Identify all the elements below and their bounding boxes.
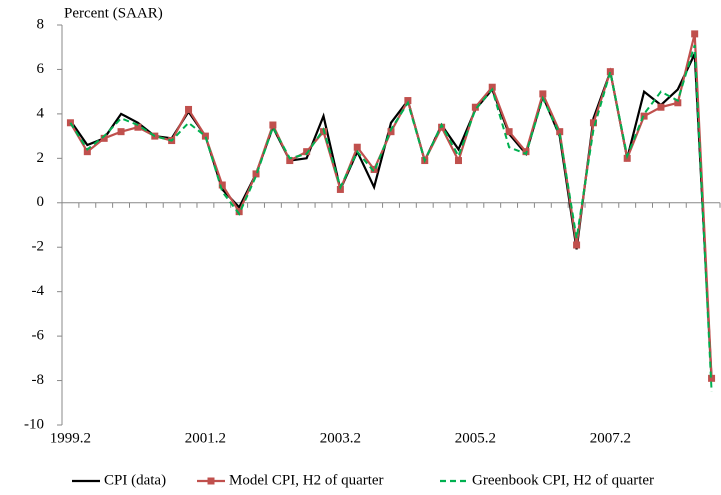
- marker: [100, 134, 108, 142]
- marker: [589, 119, 597, 127]
- marker: [83, 148, 91, 156]
- marker: [353, 143, 361, 151]
- marker: [201, 132, 209, 140]
- y-tick-label: -4: [32, 283, 45, 299]
- y-tick-label: 4: [37, 105, 45, 121]
- legend-label: Greenbook CPI, H2 of quarter: [472, 472, 654, 488]
- marker: [573, 241, 581, 249]
- marker: [657, 103, 665, 111]
- y-tick-label: 2: [37, 150, 45, 166]
- x-tick-label: 1999.2: [50, 430, 91, 446]
- marker: [269, 121, 277, 129]
- marker: [691, 30, 699, 38]
- marker: [235, 208, 243, 216]
- marker: [606, 68, 614, 76]
- marker: [117, 128, 125, 136]
- marker: [505, 128, 513, 136]
- y-tick-label: 6: [37, 61, 45, 77]
- marker: [488, 83, 496, 91]
- marker: [185, 105, 193, 113]
- line-series: [69, 44, 713, 392]
- line-series: [69, 33, 713, 379]
- legend-label: CPI (data): [104, 472, 166, 488]
- marker: [404, 97, 412, 105]
- marker: [539, 90, 547, 98]
- y-tick-label: -10: [24, 416, 44, 432]
- x-tick-label: 2003.2: [320, 430, 361, 446]
- x-tick-label: 2005.2: [455, 430, 496, 446]
- marker: [286, 157, 294, 165]
- marker: [252, 170, 260, 178]
- marker: [454, 157, 462, 165]
- y-tick-label: -2: [32, 239, 45, 255]
- chart-title: Percent (SAAR): [64, 5, 163, 21]
- y-tick-label: -8: [32, 372, 45, 388]
- marker: [303, 148, 311, 156]
- marker: [134, 123, 142, 131]
- marker: [556, 128, 564, 136]
- x-tick-label: 2007.2: [590, 430, 631, 446]
- marker: [370, 165, 378, 173]
- y-tick-label: 8: [37, 16, 45, 32]
- x-tick-label: 2001.2: [185, 430, 226, 446]
- legend-label: Model CPI, H2 of quarter: [229, 472, 384, 488]
- marker: [708, 374, 716, 382]
- y-tick-label: -6: [32, 328, 45, 344]
- marker: [218, 181, 226, 189]
- marker: [471, 103, 479, 111]
- marker: [674, 99, 682, 107]
- legend-marker: [207, 477, 215, 485]
- y-tick-label: 0: [37, 194, 45, 210]
